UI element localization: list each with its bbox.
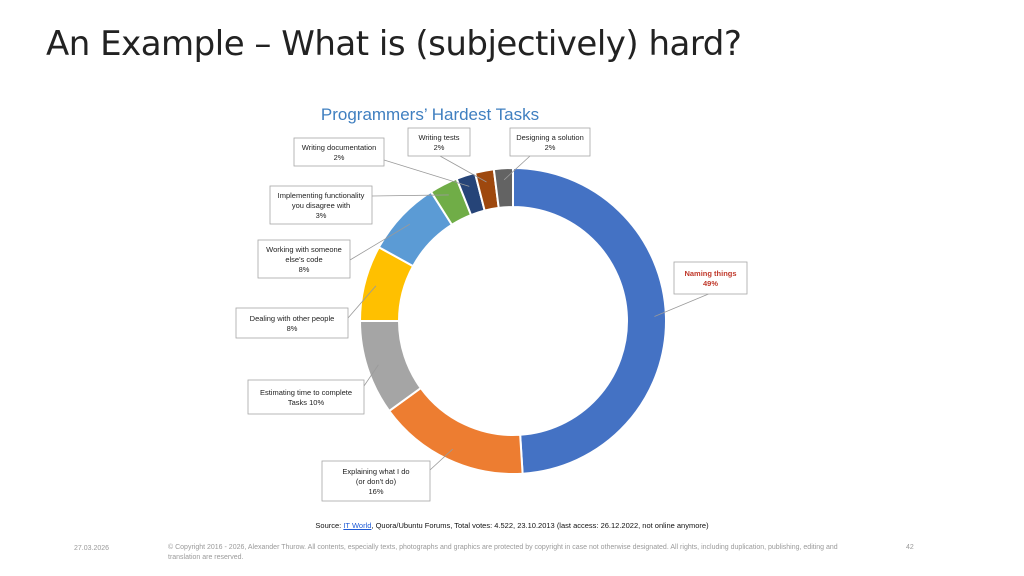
source-details: , Quora/Ubuntu Forums, Total votes: 4.52… bbox=[371, 521, 709, 530]
data-label-box bbox=[293, 137, 385, 167]
data-label: 8% bbox=[287, 324, 298, 333]
slide-title: An Example – What is (subjectively) hard… bbox=[46, 24, 742, 64]
chart-title: Programmers’ Hardest Tasks bbox=[321, 105, 539, 124]
data-label-box bbox=[247, 379, 365, 415]
leader-lines-layer bbox=[347, 155, 748, 471]
data-label: Estimating time to complete bbox=[260, 388, 352, 397]
leader-line bbox=[347, 285, 377, 319]
source-prefix: Source: bbox=[315, 521, 344, 530]
data-label: Writing tests bbox=[418, 133, 459, 142]
donut-slice bbox=[492, 166, 514, 210]
data-label-box bbox=[509, 127, 591, 157]
data-label: 49% bbox=[703, 279, 718, 288]
footer-date: 27.03.2026 bbox=[74, 545, 110, 552]
data-label: you disagree with bbox=[292, 201, 350, 210]
source-citation: Source: IT World, Quora/Ubuntu Forums, T… bbox=[0, 521, 1024, 530]
data-label: 2% bbox=[545, 143, 556, 152]
data-label-box bbox=[269, 185, 373, 225]
data-label: (or don't do) bbox=[356, 477, 397, 486]
data-label: Naming things bbox=[684, 269, 736, 278]
data-label-box bbox=[407, 127, 471, 157]
footer-copyright: © Copyright 2016 - 2026, Alexander Thuro… bbox=[168, 544, 838, 561]
data-label: Dealing with other people bbox=[250, 314, 335, 323]
leader-line bbox=[439, 155, 487, 183]
data-label: Working with someone bbox=[266, 245, 342, 254]
data-label: Designing a solution bbox=[516, 133, 584, 142]
source-link[interactable]: IT World bbox=[343, 521, 372, 530]
leader-line bbox=[371, 194, 449, 197]
data-label: 2% bbox=[334, 153, 345, 162]
leader-line bbox=[429, 448, 454, 471]
data-label-box bbox=[257, 239, 351, 279]
leader-line bbox=[503, 155, 531, 181]
data-label: 2% bbox=[434, 143, 445, 152]
data-label-box bbox=[673, 261, 748, 295]
leader-line bbox=[349, 223, 411, 261]
data-label-box bbox=[235, 307, 349, 339]
data-label: 8% bbox=[299, 265, 310, 274]
data-label: Writing documentation bbox=[302, 143, 376, 152]
page-number: 42 bbox=[906, 544, 914, 551]
leader-line bbox=[363, 364, 379, 387]
data-label-box bbox=[321, 460, 431, 502]
data-label: 3% bbox=[316, 211, 327, 220]
data-label: Tasks 10% bbox=[288, 398, 325, 407]
data-label: Explaining what I do bbox=[342, 467, 409, 476]
data-label: else's code bbox=[285, 255, 322, 264]
data-label: 16% bbox=[368, 487, 383, 496]
slices-layer bbox=[358, 166, 667, 475]
data-label: Implementing functionality bbox=[278, 191, 365, 200]
donut-slice bbox=[512, 166, 667, 475]
leader-line bbox=[383, 159, 470, 187]
